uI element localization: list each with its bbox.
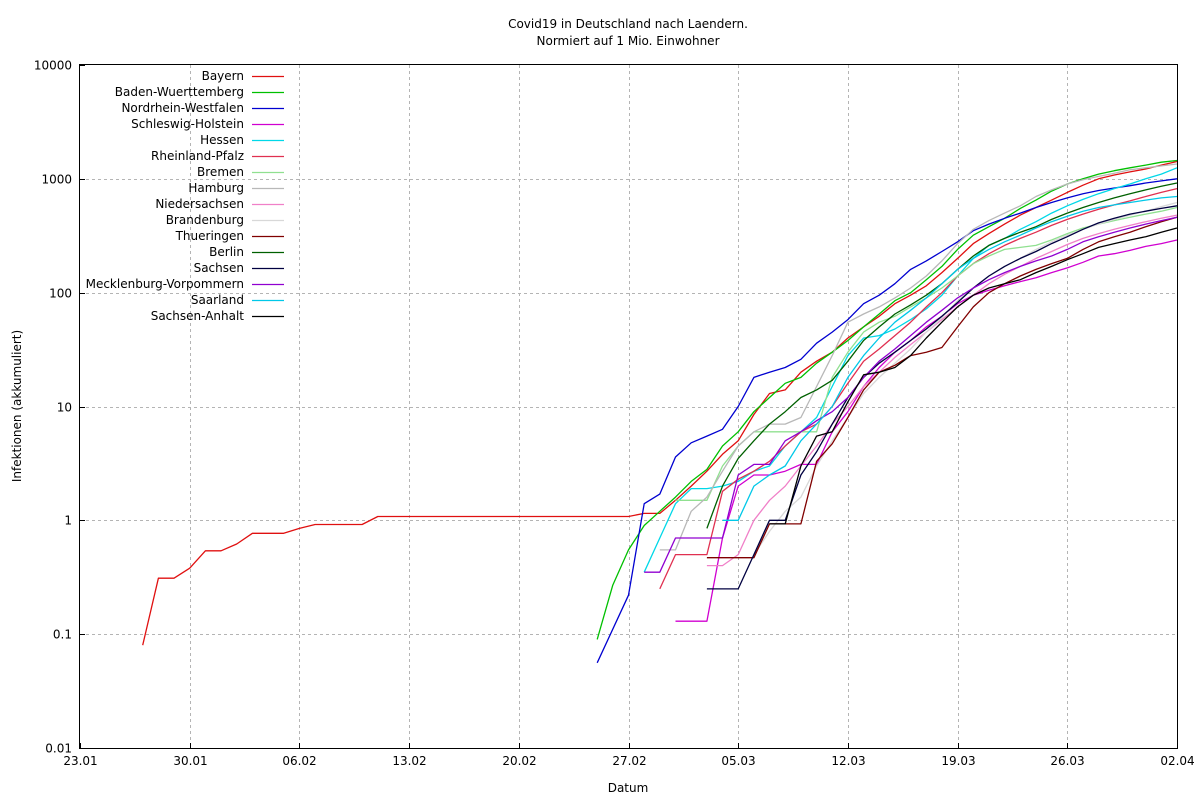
- series-line-rheinland-pfalz: [659, 187, 1178, 590]
- y-axis: 0.01 0.1 1 10 100 1000 10000: [34, 59, 85, 756]
- legend-label-baden-wuerttemberg: Baden-Wuerttemberg: [115, 85, 244, 99]
- x-tick-label: 26.03: [1050, 754, 1084, 768]
- x-tick-label: 13.02: [392, 754, 426, 768]
- x-axis: 23.01 30.01 06.02 13.02 20.02 27.02 05.03 12.03…: [63, 743, 1195, 768]
- legend-label-thueringen: Thueringen: [175, 229, 244, 243]
- series-line-baden-wuerttemberg: [596, 159, 1178, 640]
- legend: Bayern Baden-Wuerttemberg Nordrhein-Westfa…: [86, 69, 284, 323]
- legend-label-rheinland-pfalz: Rheinland-Pfalz: [151, 149, 244, 163]
- legend-label-berlin: Berlin: [209, 245, 244, 259]
- legend-label-brandenburg: Brandenburg: [166, 213, 244, 227]
- chart-subtitle: Normiert auf 1 Mio. Einwohner: [537, 34, 720, 48]
- legend-label-schleswig-holstein: Schleswig-Holstein: [131, 117, 244, 131]
- legend-label-nordrhein-westfalen: Nordrhein-Westfalen: [121, 101, 244, 115]
- legend-label-sachsen-anhalt: Sachsen-Anhalt: [151, 309, 245, 323]
- y-tick-label: 1000: [41, 173, 72, 187]
- y-tick-label: 10000: [34, 59, 72, 73]
- y-tick-label: 10: [57, 401, 72, 415]
- legend-label-hamburg: Hamburg: [188, 181, 244, 195]
- grid-layer: [80, 65, 1177, 748]
- series-line-saarland: [722, 195, 1178, 521]
- chart-title: Covid19 in Deutschland nach Laendern.: [508, 17, 748, 31]
- series-line-brandenburg: [753, 201, 1178, 555]
- series-line-sachsen-anhalt: [769, 227, 1178, 525]
- x-axis-label: Datum: [608, 781, 649, 795]
- y-tick-label: 0.01: [45, 742, 72, 756]
- y-tick-label: 1: [64, 514, 72, 528]
- x-tick-label: 23.01: [63, 754, 97, 768]
- x-tick-label: 06.02: [282, 754, 316, 768]
- series-line-mecklenburg-vorpommern: [644, 216, 1178, 573]
- y-tick-label: 100: [49, 287, 72, 301]
- series-line-hessen: [643, 167, 1178, 573]
- series-line-hamburg: [659, 163, 1178, 551]
- series-line-schleswig-holstein: [675, 239, 1178, 622]
- series-line-niedersachsen: [706, 214, 1178, 567]
- x-tick-label: 20.02: [502, 754, 536, 768]
- legend-label-hessen: Hessen: [200, 133, 244, 147]
- legend-label-niedersachsen: Niedersachsen: [155, 197, 244, 211]
- series-line-nordrhein-westfalen: [596, 178, 1178, 664]
- x-tick-label: 30.01: [173, 754, 207, 768]
- x-tick-label: 27.02: [612, 754, 646, 768]
- legend-label-mecklenburg-vorpommern: Mecklenburg-Vorpommern: [86, 277, 244, 291]
- x-tick-label: 02.04: [1160, 754, 1194, 768]
- y-axis-label: Infektionen (akkumuliert): [10, 330, 24, 482]
- x-tick-label: 05.03: [721, 754, 755, 768]
- x-tick-label: 19.03: [941, 754, 975, 768]
- series-line-sachsen: [706, 205, 1178, 590]
- series-layer: [142, 159, 1178, 664]
- legend-label-saarland: Saarland: [191, 293, 244, 307]
- series-line-bremen: [675, 206, 1178, 501]
- series-line-thueringen: [706, 216, 1178, 559]
- legend-label-bremen: Bremen: [197, 165, 244, 179]
- plot-frame: [79, 64, 1178, 749]
- legend-label-bayern: Bayern: [202, 69, 244, 83]
- y-tick-label: 0.1: [53, 628, 72, 642]
- legend-label-sachsen: Sachsen: [194, 261, 244, 275]
- x-tick-label: 12.03: [831, 754, 865, 768]
